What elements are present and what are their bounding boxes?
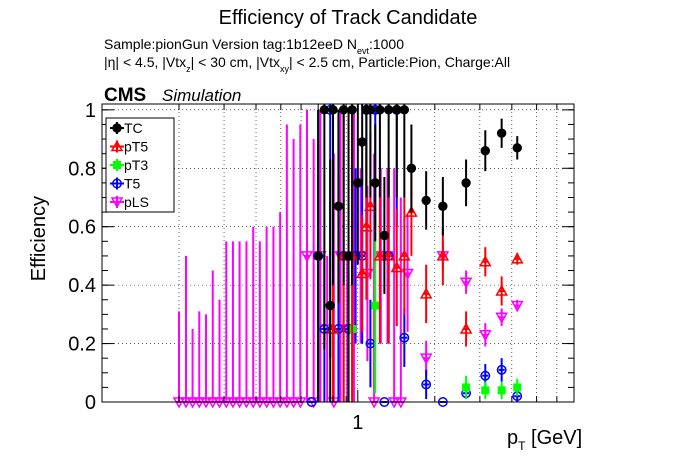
data-point-tc [357, 137, 367, 147]
data-point-tc [347, 105, 357, 115]
axes: 0 0.2 0.4 0.6 0.8 1 1 [68, 100, 575, 434]
legend-items: TC pT5 pT3 T5 pLS [110, 120, 149, 210]
cms-label: CMS [104, 85, 146, 106]
legend-item-pls: pLS [110, 194, 149, 210]
data-point-tc [375, 105, 385, 115]
data-point-pls [479, 330, 492, 342]
legend-item-pt3: pT3 [110, 157, 148, 173]
chart-title: Efficiency of Track Candidate [219, 7, 478, 29]
series-pt3 [348, 217, 522, 402]
data-point-pt5 [364, 199, 377, 212]
data-point-tc [383, 105, 394, 115]
data-point-tc [325, 300, 335, 311]
data-point-t5 [421, 379, 432, 390]
data-point-pt5 [373, 249, 387, 261]
legend-marker [112, 123, 122, 133]
data-point-pt3 [481, 386, 490, 395]
legend-marker [112, 178, 122, 189]
legend: TC pT5 pT3 T5 pLS [105, 117, 175, 213]
data-point-tc [333, 201, 344, 211]
data-point-tc [512, 143, 522, 153]
data-point-pls [419, 353, 433, 365]
data-point-pt3 [497, 386, 506, 395]
data-point-t5 [480, 370, 491, 381]
y-tick-label: 1 [85, 100, 96, 122]
x-axis-label: pT [GeV] [507, 427, 582, 453]
x-tick-label: 1 [352, 412, 363, 434]
data-series [172, 104, 524, 409]
data-point-tc [421, 195, 431, 206]
legend-label: TC [124, 120, 143, 136]
data-point-tc [399, 105, 410, 115]
y-tick-label: 0.6 [68, 217, 96, 239]
data-point-pt5 [459, 322, 473, 334]
legend-label: pT5 [124, 139, 148, 155]
data-point-t5 [496, 364, 507, 375]
y-tick-label: 0.4 [68, 275, 96, 297]
data-point-pt5 [495, 284, 508, 296]
legend-label: T5 [124, 176, 141, 192]
data-point-tc [406, 163, 417, 173]
data-point-pls [300, 251, 314, 263]
data-point-pt5 [510, 252, 524, 264]
data-point-pt5 [436, 249, 450, 261]
chart-subtitle-sample: Sample:pionGun Version tag:1b12eeD Nevt:… [104, 36, 404, 56]
y-tick-label: 0.2 [68, 334, 96, 356]
data-point-pt3 [371, 301, 380, 310]
data-point-tc [313, 251, 323, 261]
data-point-pls [459, 277, 473, 289]
data-point-tc [353, 178, 363, 188]
chart-subtitle-cuts: |η| < 4.5, |Vtxz| < 30 cm, |Vtxxy| < 2.5… [104, 54, 510, 74]
data-point-tc [480, 146, 490, 156]
data-point-pls [495, 312, 508, 324]
simulation-label: Simulation [162, 86, 241, 105]
legend-label: pT3 [124, 157, 148, 173]
data-point-tc [438, 201, 448, 211]
legend-marker [110, 197, 124, 209]
data-point-tc [379, 230, 390, 241]
legend-item-t5: T5 [110, 176, 141, 192]
legend-marker [113, 161, 121, 169]
legend-marker [110, 139, 124, 152]
data-point-pt5 [390, 261, 404, 273]
data-point-t5 [399, 332, 410, 343]
legend-item-tc: TC [110, 120, 143, 136]
series-tc [313, 104, 522, 402]
data-point-tc [496, 128, 507, 138]
legend-label: pLS [124, 194, 149, 210]
data-point-pt5 [405, 205, 418, 217]
data-point-tc [365, 105, 376, 115]
data-point-pt5 [382, 249, 395, 261]
data-point-pt5 [398, 249, 411, 261]
data-point-tc [319, 105, 330, 115]
plot-frame [101, 103, 575, 403]
data-point-pt3 [513, 383, 522, 392]
data-point-tc [370, 178, 380, 188]
data-point-pt3 [462, 383, 471, 392]
data-point-pt5 [360, 220, 373, 232]
y-tick-label: 0.8 [68, 158, 96, 180]
data-point-pt5 [419, 287, 433, 299]
y-tick-label: 0 [85, 392, 96, 414]
data-point-pls [510, 300, 524, 313]
legend-item-pt5: pT5 [110, 139, 148, 155]
data-point-pt5 [355, 266, 369, 279]
data-point-tc [461, 178, 471, 188]
data-point-pt5 [479, 255, 492, 267]
y-axis-label: Efficiency [28, 196, 50, 281]
